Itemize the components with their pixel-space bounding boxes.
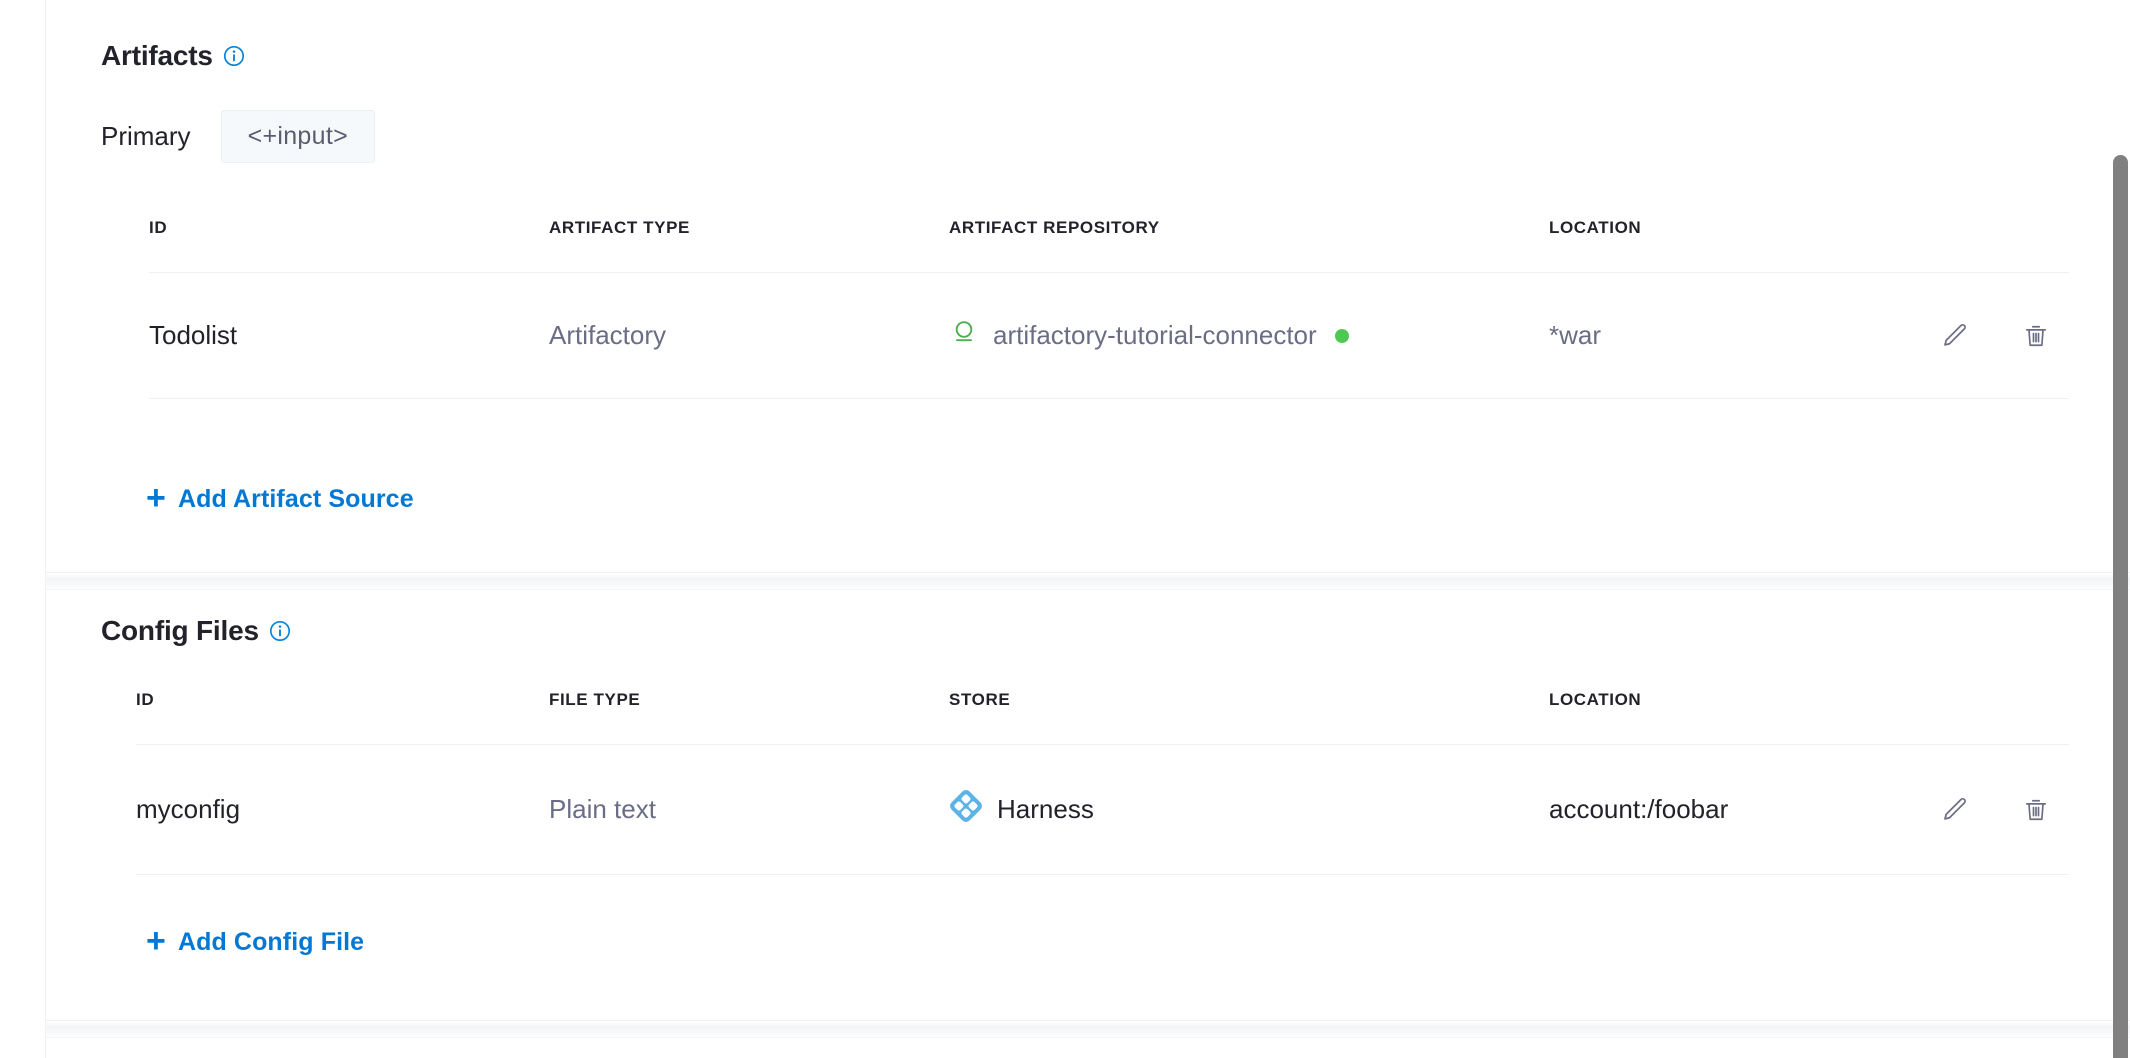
add-artifact-source-button[interactable]: + Add Artifact Source [146, 479, 414, 517]
config-files-table-header-row: ID FILE TYPE STORE LOCATION [136, 690, 2069, 745]
config-files-section: Config Files ID FILE TYPE [46, 590, 2130, 1018]
column-header-artifact-type: ARTIFACT TYPE [549, 218, 949, 273]
config-file-id-cell: myconfig [136, 744, 549, 875]
column-header-actions [1939, 218, 2069, 273]
primary-artifact-row: Primary <+input> [101, 110, 375, 163]
config-files-header: Config Files [101, 615, 291, 647]
edit-icon[interactable] [1939, 795, 1969, 825]
config-files-table: ID FILE TYPE STORE LOCATION myconfig Pla… [136, 690, 2069, 875]
artifact-repository-cell: artifactory-tutorial-connector [949, 272, 1549, 399]
column-header-id: ID [136, 690, 549, 745]
edit-icon[interactable] [1939, 321, 1969, 351]
primary-label: Primary [101, 121, 191, 151]
section-divider-bottom [46, 1020, 2130, 1038]
add-config-file-button[interactable]: + Add Config File [146, 922, 365, 960]
config-file-store-cell: Harness [949, 744, 1549, 875]
column-header-actions [1939, 690, 2069, 745]
primary-runtime-input-chip[interactable]: <+input> [220, 110, 375, 163]
add-artifact-source-label: Add Artifact Source [177, 484, 414, 513]
artifacts-table-header-row: ID ARTIFACT TYPE ARTIFACT REPOSITORY LOC… [149, 218, 2069, 273]
config-file-actions-cell [1939, 744, 2069, 875]
vertical-scrollbar[interactable] [2112, 0, 2130, 1058]
jfrog-artifactory-icon [949, 317, 979, 354]
config-files-title: Config Files [101, 615, 259, 646]
plus-icon: + [146, 922, 166, 960]
column-header-location: LOCATION [1549, 690, 1939, 745]
delete-icon[interactable] [2021, 321, 2051, 351]
panel-left-edge [45, 0, 46, 1058]
config-file-location-cell: account:/foobar [1549, 744, 1939, 875]
artifact-id-cell: Todolist [149, 272, 549, 399]
artifact-location-cell: *war [1549, 272, 1939, 399]
column-header-store: STORE [949, 690, 1549, 745]
info-icon[interactable] [269, 620, 291, 642]
artifacts-section: Artifacts Primary <+input> [46, 0, 2130, 575]
config-file-store-name: Harness [997, 794, 1094, 824]
table-row[interactable]: myconfig Plain text [136, 744, 2069, 875]
artifacts-header: Artifacts [101, 40, 245, 72]
column-header-artifact-repository: ARTIFACT REPOSITORY [949, 218, 1549, 273]
harness-icon [949, 789, 983, 830]
artifact-repository-name[interactable]: artifactory-tutorial-connector [993, 320, 1317, 350]
artifacts-table: ID ARTIFACT TYPE ARTIFACT REPOSITORY LOC… [149, 218, 2069, 399]
artifact-type-cell: Artifactory [549, 272, 949, 399]
info-icon[interactable] [223, 45, 245, 67]
page-title: Artifacts [101, 40, 213, 71]
table-row[interactable]: Todolist Artifactory artifactory-tutoria… [149, 272, 2069, 399]
plus-icon: + [146, 479, 166, 517]
status-badge [1334, 328, 1349, 343]
column-header-location: LOCATION [1549, 218, 1939, 273]
column-header-id: ID [149, 218, 549, 273]
add-config-file-label: Add Config File [177, 927, 365, 956]
column-header-file-type: FILE TYPE [549, 690, 949, 745]
section-divider [46, 572, 2130, 590]
artifact-actions-cell [1939, 272, 2069, 399]
delete-icon[interactable] [2021, 795, 2051, 825]
scrollbar-thumb[interactable] [2113, 155, 2128, 1058]
config-file-type-cell: Plain text [549, 744, 949, 875]
